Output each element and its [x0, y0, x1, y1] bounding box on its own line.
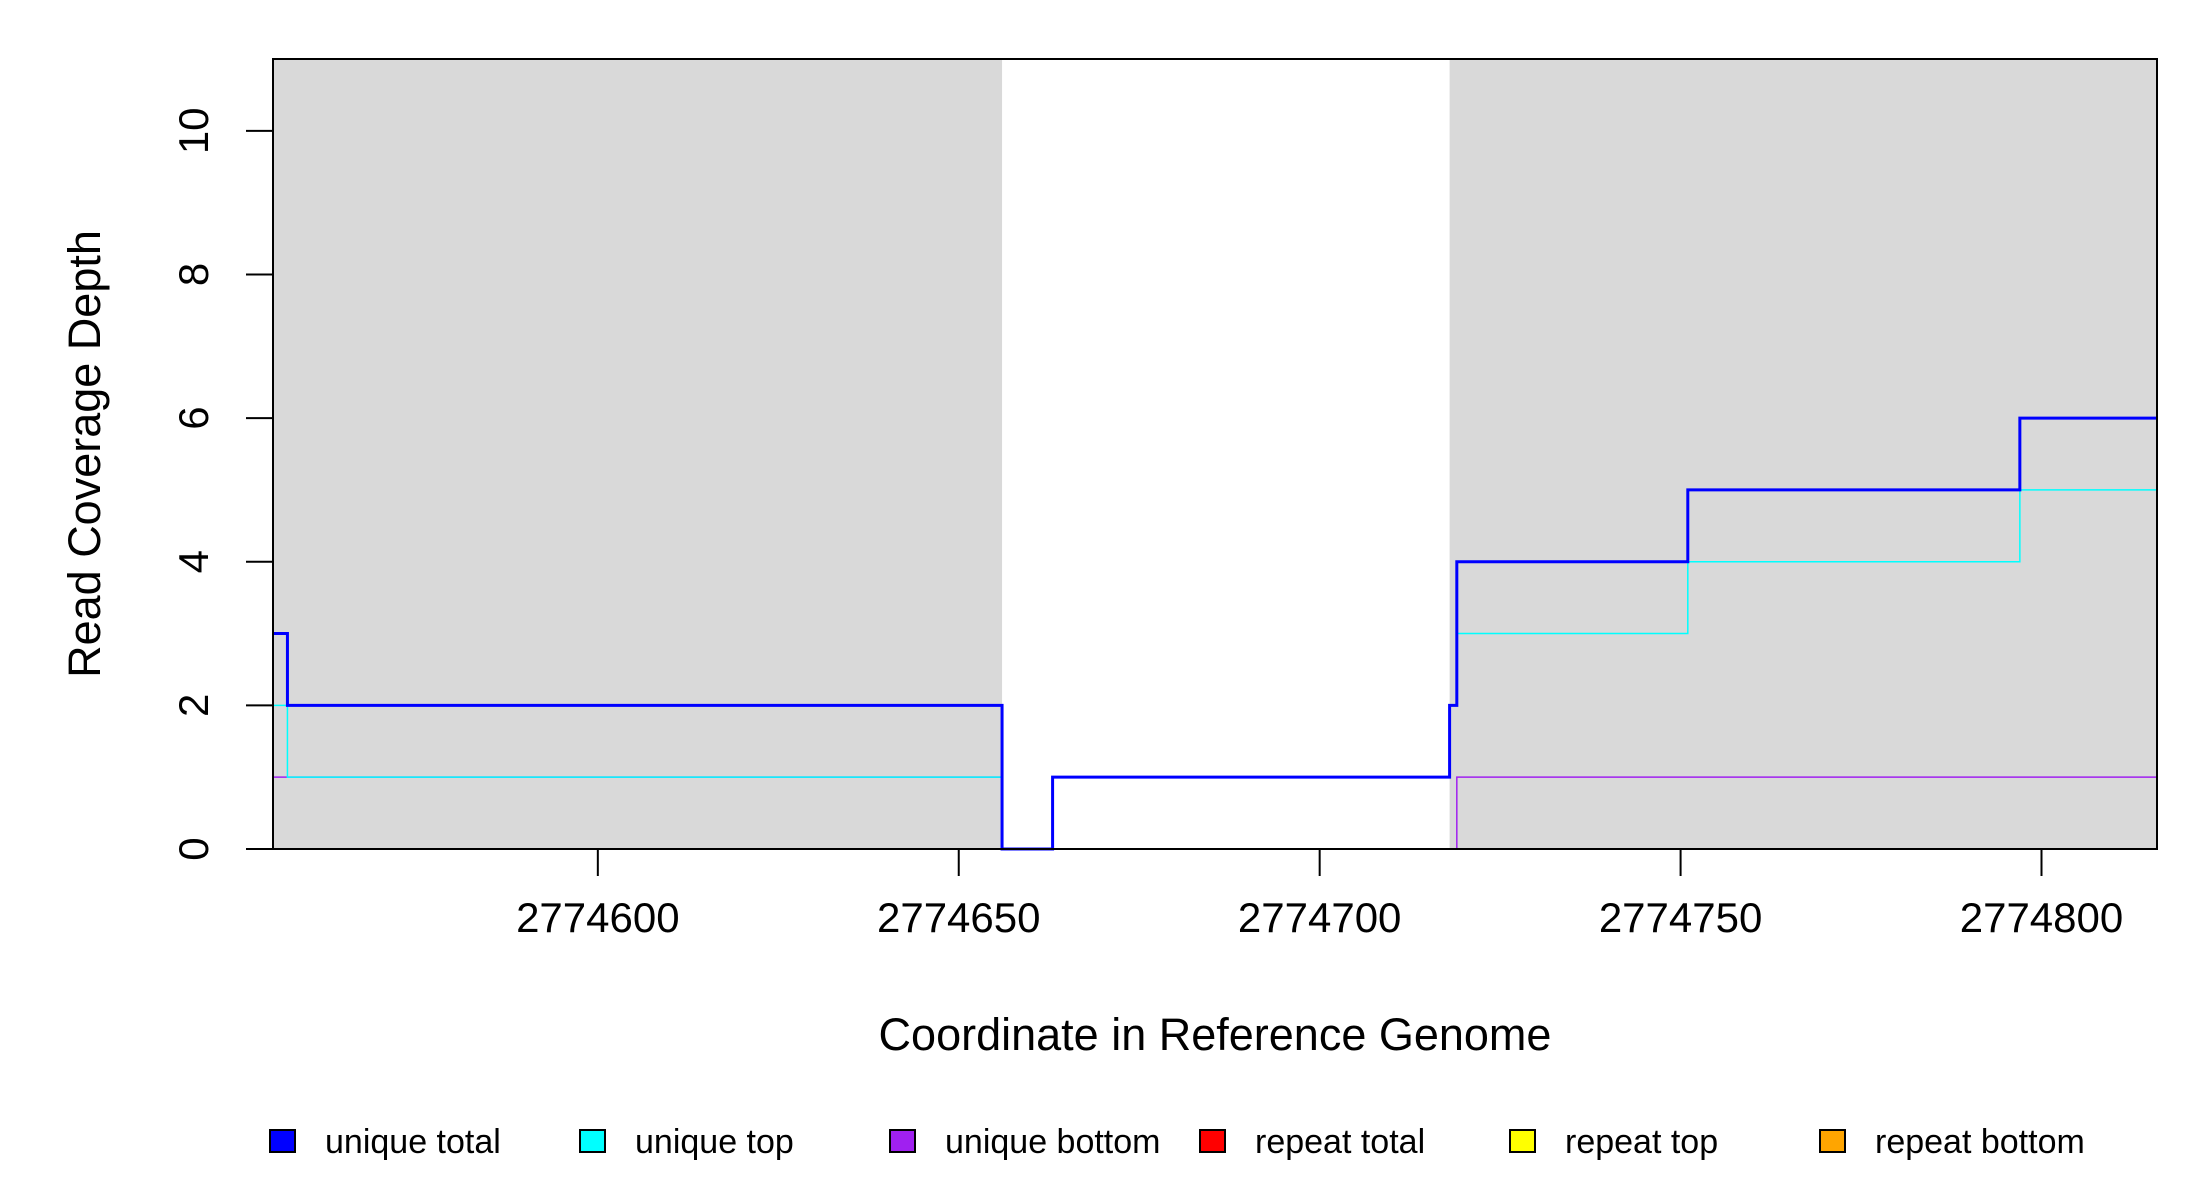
legend-swatch-repeat-bottom [1819, 1129, 1846, 1153]
plot-frame [272, 58, 2158, 850]
x-axis: 2774600 2774650 2774700 2774750 2774800 [516, 849, 2123, 941]
legend-swatch-unique-bottom [889, 1129, 916, 1153]
legend-label-unique-top: unique top [635, 1123, 794, 1161]
legend-label-repeat-bottom: repeat bottom [1875, 1123, 2085, 1161]
legend-swatch-unique-total [269, 1129, 296, 1153]
y-tick-label: 4 [170, 550, 217, 573]
y-axis: 0 2 4 6 8 10 [170, 107, 273, 861]
x-tick-label: 2774800 [1960, 894, 2124, 941]
shaded-region-1 [273, 59, 1003, 849]
legend-label-unique-bottom: unique bottom [945, 1123, 1161, 1161]
x-tick-label: 2774750 [1599, 894, 1763, 941]
legend-label-repeat-top: repeat top [1565, 1123, 1718, 1161]
legend-swatch-unique-top [579, 1129, 606, 1153]
x-tick-label: 2774600 [516, 894, 680, 941]
legend-swatch-repeat-total [1199, 1129, 1226, 1153]
shaded-regions [273, 59, 2157, 849]
legend: unique total unique top unique bottom repea… [269, 1123, 2085, 1161]
y-tick-label: 10 [170, 107, 217, 154]
shaded-region-2 [1449, 59, 2157, 849]
legend-label-repeat-total: repeat total [1255, 1123, 1425, 1161]
legend-swatch-repeat-top [1509, 1129, 1536, 1153]
x-tick-label: 2774650 [877, 894, 1041, 941]
y-tick-label: 2 [170, 694, 217, 717]
series-line-unique-total [273, 416, 2157, 851]
y-tick-label: 8 [170, 263, 217, 286]
y-tick-label: 0 [170, 837, 217, 860]
legend-label-unique-total: unique total [325, 1123, 501, 1161]
y-tick-label: 6 [170, 406, 217, 429]
y-axis-title: Read Coverage Depth [59, 230, 110, 678]
x-axis-title: Coordinate in Reference Genome [879, 1009, 1552, 1060]
x-tick-label: 2774700 [1238, 894, 1402, 941]
